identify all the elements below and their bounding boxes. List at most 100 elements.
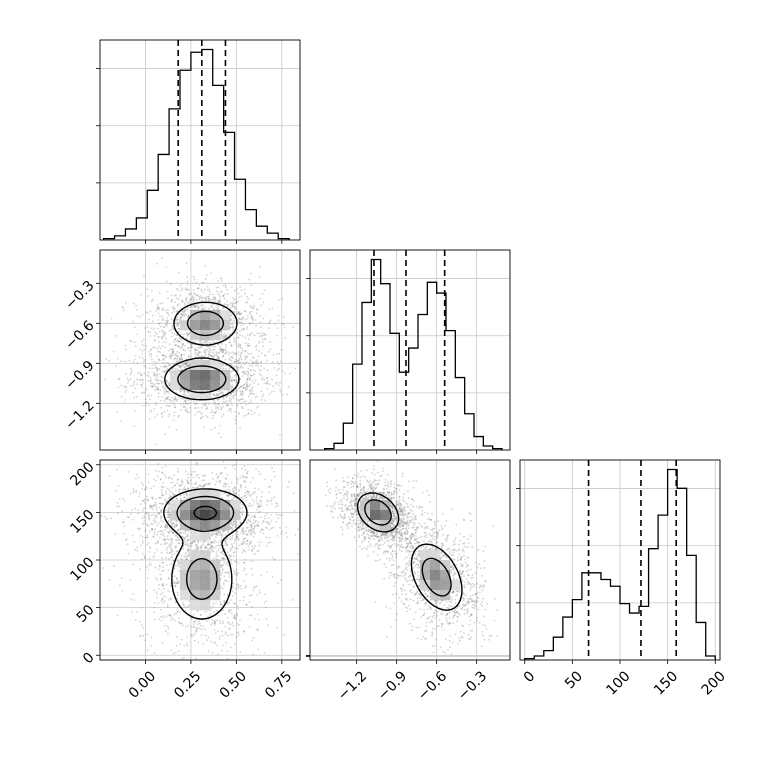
scatter-point xyxy=(170,354,173,357)
scatter-point xyxy=(276,626,278,629)
scatter-point xyxy=(168,497,171,500)
scatter-point xyxy=(146,590,148,592)
scatter-point xyxy=(213,354,216,357)
scatter-point xyxy=(199,345,202,348)
scatter-point xyxy=(249,520,252,523)
scatter-point xyxy=(222,349,225,351)
scatter-point xyxy=(219,336,222,339)
scatter-point xyxy=(263,367,265,370)
scatter-point xyxy=(115,335,117,337)
scatter-point xyxy=(166,321,169,323)
scatter-point xyxy=(135,378,138,381)
scatter-point xyxy=(186,288,188,291)
scatter-point xyxy=(222,294,225,297)
scatter-point xyxy=(231,386,233,389)
scatter-point xyxy=(243,531,245,534)
scatter-point xyxy=(218,402,220,405)
scatter-point xyxy=(167,519,170,522)
scatter-point xyxy=(239,285,242,288)
scatter-point xyxy=(266,499,269,502)
scatter-point xyxy=(220,573,223,576)
scatter-point xyxy=(193,400,195,403)
scatter-point xyxy=(178,570,181,572)
scatter-point xyxy=(281,370,284,373)
scatter-point xyxy=(226,561,229,564)
scatter-point xyxy=(143,391,146,394)
scatter-point xyxy=(250,540,252,543)
scatter-point xyxy=(245,356,248,359)
scatter-point xyxy=(222,413,225,416)
scatter-point xyxy=(243,537,246,540)
scatter-point xyxy=(165,523,167,526)
scatter-point xyxy=(255,364,257,367)
scatter-point xyxy=(129,579,132,582)
scatter-point xyxy=(257,505,260,508)
scatter-point xyxy=(193,620,196,623)
scatter-point xyxy=(253,381,255,384)
scatter-point xyxy=(164,366,167,368)
scatter-point xyxy=(169,496,172,499)
scatter-point xyxy=(237,343,240,346)
scatter-point xyxy=(258,504,261,507)
scatter-point xyxy=(238,296,241,299)
scatter-point xyxy=(194,306,197,309)
scatter-point xyxy=(155,577,157,579)
scatter-point xyxy=(266,382,268,385)
scatter-point xyxy=(186,280,189,283)
scatter-point xyxy=(221,552,224,555)
scatter-point xyxy=(186,481,189,484)
scatter-point xyxy=(176,610,179,613)
scatter-point xyxy=(126,516,129,518)
scatter-point xyxy=(144,528,147,531)
scatter-point xyxy=(147,542,150,544)
scatter-point xyxy=(163,387,166,390)
scatter-point xyxy=(175,318,178,321)
scatter-point xyxy=(216,477,219,480)
scatter-point xyxy=(168,493,171,496)
scatter-point xyxy=(213,403,215,405)
scatter-point xyxy=(170,618,173,621)
scatter-point xyxy=(247,490,250,493)
scatter-point xyxy=(247,412,250,414)
scatter-point xyxy=(157,541,160,544)
scatter-point xyxy=(116,505,118,508)
scatter-point xyxy=(156,533,159,536)
scatter-point xyxy=(240,244,242,246)
scatter-point xyxy=(234,493,237,496)
scatter-point xyxy=(153,373,156,375)
scatter-point xyxy=(230,379,233,382)
scatter-point xyxy=(235,391,238,393)
scatter-point xyxy=(212,355,215,358)
scatter-point xyxy=(190,618,193,620)
scatter-point xyxy=(184,362,187,364)
scatter-point xyxy=(247,362,250,365)
scatter-point xyxy=(173,575,176,578)
scatter-point xyxy=(179,294,182,297)
scatter-point xyxy=(117,512,119,515)
scatter-point xyxy=(223,554,226,557)
scatter-point xyxy=(122,385,125,388)
scatter-point xyxy=(242,579,245,582)
scatter-point xyxy=(158,506,161,509)
scatter-point xyxy=(220,330,223,333)
scatter-point xyxy=(212,345,215,348)
scatter-point xyxy=(220,551,222,554)
scatter-point xyxy=(246,352,249,355)
scatter-point xyxy=(169,495,172,498)
scatter-point xyxy=(160,406,163,409)
scatter-point xyxy=(230,633,232,636)
scatter-point xyxy=(208,345,210,348)
scatter-point xyxy=(151,528,154,531)
scatter-point xyxy=(258,340,261,343)
scatter-point xyxy=(170,399,173,402)
scatter-point xyxy=(232,366,235,368)
scatter-point xyxy=(260,352,263,355)
scatter-point xyxy=(179,285,182,287)
scatter-point xyxy=(156,369,159,371)
scatter-point xyxy=(247,514,250,517)
scatter-point xyxy=(143,372,146,375)
scatter-point xyxy=(136,527,139,530)
scatter-point xyxy=(180,720,182,722)
scatter-point xyxy=(131,534,134,537)
scatter-point xyxy=(250,505,252,508)
